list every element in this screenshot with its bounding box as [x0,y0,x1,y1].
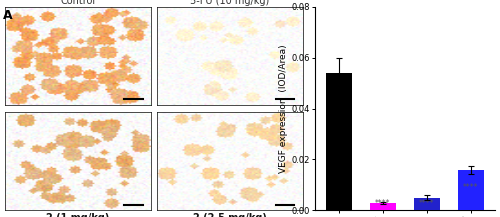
Y-axis label: VEGF expression  (IOD/Area): VEGF expression (IOD/Area) [280,44,288,173]
Text: ****: **** [419,199,434,208]
Bar [414,198,440,210]
Title: 5-FU (10 mg/kg): 5-FU (10 mg/kg) [190,0,270,6]
Text: ****: **** [375,199,390,208]
Text: ****: **** [463,183,478,192]
Title: Control: Control [60,0,96,6]
X-axis label: 2 (1 mg/kg): 2 (1 mg/kg) [46,213,110,217]
Bar [370,203,396,210]
Bar [458,170,484,210]
Text: A: A [2,9,12,22]
X-axis label: 2 (2.5 mg/kg): 2 (2.5 mg/kg) [193,213,266,217]
Bar [326,73,352,210]
